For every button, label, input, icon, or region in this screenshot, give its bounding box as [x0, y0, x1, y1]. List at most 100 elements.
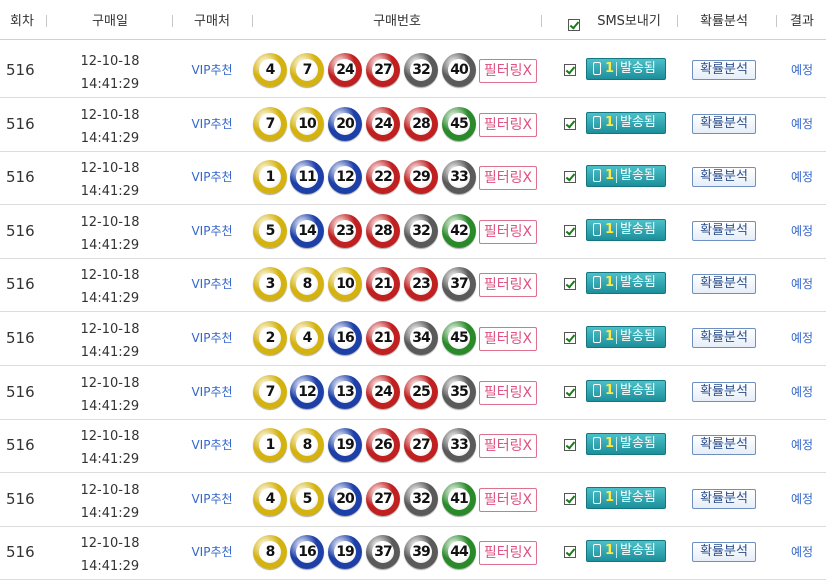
- ball-number: 24: [372, 112, 394, 135]
- sms-status: 발송됨: [620, 543, 656, 559]
- purchase-place-link[interactable]: VIP추천: [191, 438, 233, 453]
- lotto-ball: 44: [442, 535, 476, 570]
- sms-checkbox[interactable]: [564, 171, 576, 184]
- sms-checkbox[interactable]: [564, 332, 576, 344]
- result-link[interactable]: 예정: [790, 331, 814, 345]
- phone-icon: [593, 330, 601, 343]
- ball-number: 35: [448, 380, 470, 403]
- table-row: 516 12-10-18 14:41:29 VIP추천 7 12 13 24 25 35 필터링X 1…: [0, 366, 826, 420]
- sms-checkbox[interactable]: [564, 117, 576, 130]
- sms-divider: [616, 383, 617, 398]
- lotto-ball: 13: [328, 374, 362, 409]
- filter-button[interactable]: 필터링X: [479, 327, 537, 351]
- sms-sent-button[interactable]: 1 발송됨: [586, 218, 666, 241]
- ball-number: 8: [259, 541, 281, 564]
- sms-sent-button[interactable]: 1 발송됨: [586, 379, 666, 402]
- filter-button[interactable]: 필터링X: [479, 380, 537, 405]
- probability-analysis-button[interactable]: 확률분석: [692, 60, 756, 80]
- purchase-date: 12-10-18: [80, 107, 140, 123]
- result-link[interactable]: 예정: [790, 384, 814, 399]
- purchase-time: 14:41:29: [80, 559, 140, 575]
- ball-number: 42: [448, 219, 470, 242]
- sms-status: 발송됨: [620, 168, 656, 184]
- result-link[interactable]: 예정: [790, 223, 814, 238]
- lotto-ball: 32: [404, 481, 438, 516]
- purchase-place-link[interactable]: VIP추천: [191, 170, 233, 185]
- purchase-place-link[interactable]: VIP추천: [191, 116, 233, 131]
- sms-count: 1: [605, 543, 615, 559]
- probability-analysis-button[interactable]: 확률분석: [692, 220, 756, 241]
- sms-checkbox[interactable]: [564, 64, 576, 76]
- result-link[interactable]: 예정: [790, 438, 814, 453]
- sms-divider: [616, 276, 617, 291]
- ball-number: 14: [296, 219, 318, 242]
- purchase-place-link[interactable]: VIP추천: [191, 545, 233, 560]
- filter-button[interactable]: 필터링X: [479, 166, 537, 191]
- result-link[interactable]: 예정: [790, 63, 814, 77]
- lotto-ball: 3: [253, 267, 287, 302]
- sms-checkbox[interactable]: [564, 224, 576, 237]
- sms-sent-button[interactable]: 1 발송됨: [586, 272, 666, 295]
- sms-sent-button[interactable]: 1 발송됨: [586, 58, 666, 80]
- sms-checkbox[interactable]: [564, 278, 576, 291]
- result-link[interactable]: 예정: [790, 277, 814, 292]
- purchase-place-link[interactable]: VIP추천: [191, 491, 233, 506]
- sms-checkbox[interactable]: [564, 439, 576, 452]
- result-link[interactable]: 예정: [790, 545, 814, 560]
- purchase-date: 12-10-18: [80, 429, 140, 445]
- probability-analysis-button[interactable]: 확률분석: [692, 328, 756, 348]
- probability-analysis-button[interactable]: 확률분석: [692, 435, 756, 456]
- sms-checkbox[interactable]: [564, 546, 576, 559]
- purchase-time: 14:41:29: [80, 398, 140, 414]
- filter-button[interactable]: 필터링X: [479, 273, 537, 298]
- purchase-place-link[interactable]: VIP추천: [191, 223, 233, 238]
- filter-button[interactable]: 필터링X: [479, 112, 537, 137]
- lotto-ball: 16: [290, 535, 324, 570]
- sms-sent-button[interactable]: 1 발송됨: [586, 165, 666, 188]
- purchase-place-link[interactable]: VIP추천: [191, 384, 233, 399]
- probability-analysis-button[interactable]: 확률분석: [692, 113, 756, 134]
- header-numbers: 구매번호: [373, 14, 421, 29]
- lotto-ball: 41: [442, 481, 476, 516]
- sms-checkbox[interactable]: [564, 492, 576, 505]
- purchase-place-link[interactable]: VIP추천: [191, 277, 233, 292]
- probability-analysis-button[interactable]: 확률분석: [692, 274, 756, 295]
- probability-analysis-button[interactable]: 확률분석: [692, 167, 756, 188]
- ball-number: 40: [448, 59, 470, 81]
- filter-button[interactable]: 필터링X: [479, 541, 537, 566]
- filter-button[interactable]: 필터링X: [479, 434, 537, 459]
- purchase-place-link[interactable]: VIP추천: [191, 63, 233, 77]
- sms-status: 발송됨: [620, 61, 656, 76]
- sms-sent-button[interactable]: 1 발송됨: [586, 111, 666, 134]
- sms-sent-button[interactable]: 1 발송됨: [586, 486, 666, 509]
- ball-number: 29: [410, 166, 432, 189]
- table-row: 516 12-10-18 14:41:29 VIP추천 3 8 10 21 23 37 필터링X 1 발…: [0, 258, 826, 313]
- filter-button[interactable]: 필터링X: [479, 59, 537, 83]
- result-link[interactable]: 예정: [790, 170, 814, 185]
- result-link[interactable]: 예정: [790, 491, 814, 506]
- ball-number: 27: [372, 487, 394, 510]
- round-number: 516: [6, 543, 35, 562]
- lotto-ball: 2: [253, 321, 287, 355]
- ball-number: 10: [334, 273, 356, 296]
- lotto-ball: 32: [404, 213, 438, 248]
- sms-select-all-checkbox[interactable]: [568, 19, 580, 31]
- lotto-ball: 5: [253, 213, 287, 248]
- filter-button[interactable]: 필터링X: [479, 219, 537, 244]
- probability-analysis-button[interactable]: 확률분석: [692, 381, 756, 402]
- sms-sent-button[interactable]: 1 발송됨: [586, 433, 666, 456]
- sms-checkbox[interactable]: [564, 385, 576, 398]
- ball-number: 27: [372, 59, 394, 81]
- sms-sent-button[interactable]: 1 발송됨: [586, 326, 666, 348]
- lotto-ball: 25: [404, 374, 438, 409]
- probability-analysis-button[interactable]: 확률분석: [692, 488, 756, 509]
- round-number: 516: [6, 436, 35, 455]
- lotto-ball: 37: [366, 535, 400, 570]
- purchase-time: 14:41:29: [80, 505, 140, 521]
- sms-sent-button[interactable]: 1 발송됨: [586, 540, 666, 563]
- filter-button[interactable]: 필터링X: [479, 487, 537, 512]
- result-link[interactable]: 예정: [790, 116, 814, 131]
- purchase-place-link[interactable]: VIP추천: [191, 331, 233, 345]
- probability-analysis-button[interactable]: 확률분석: [692, 542, 756, 563]
- ball-number: 4: [259, 59, 281, 81]
